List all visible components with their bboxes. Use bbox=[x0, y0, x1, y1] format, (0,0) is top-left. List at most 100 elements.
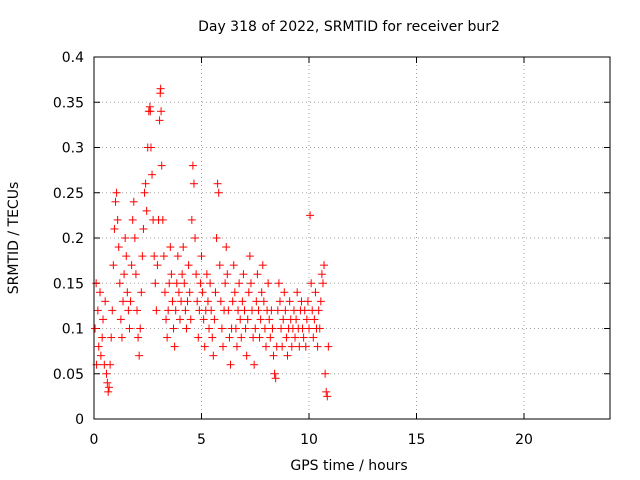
data-point bbox=[279, 315, 288, 324]
data-point bbox=[313, 342, 322, 351]
data-point bbox=[274, 279, 283, 288]
data-point bbox=[203, 297, 212, 306]
data-point bbox=[321, 369, 330, 378]
data-point bbox=[193, 297, 202, 306]
data-point bbox=[236, 315, 245, 324]
data-point bbox=[159, 252, 168, 261]
data-point bbox=[112, 188, 121, 197]
data-point bbox=[320, 261, 329, 270]
axis-ticks: 0 0.05 0.1 0.15 0.2 0.25 0.3 0.35 0.4 0 5 10 15 20 bbox=[53, 50, 610, 448]
data-point bbox=[107, 333, 116, 342]
x-axis-label: GPS time / hours bbox=[290, 458, 407, 474]
data-point bbox=[232, 342, 241, 351]
data-point bbox=[91, 324, 100, 333]
data-point bbox=[239, 270, 248, 279]
data-point bbox=[213, 179, 222, 188]
data-point bbox=[93, 306, 102, 315]
data-point bbox=[181, 306, 190, 315]
data-point bbox=[146, 143, 155, 152]
data-point bbox=[202, 270, 211, 279]
data-point bbox=[252, 297, 261, 306]
data-point bbox=[172, 279, 181, 288]
data-point bbox=[306, 211, 315, 220]
data-point bbox=[163, 333, 172, 342]
data-point bbox=[158, 215, 167, 224]
data-point bbox=[124, 306, 133, 315]
y-tick-label: 0.15 bbox=[53, 276, 84, 292]
data-point bbox=[309, 333, 318, 342]
data-point bbox=[122, 252, 131, 261]
plot-frame bbox=[93, 56, 611, 420]
data-point bbox=[103, 378, 112, 387]
data-point bbox=[262, 342, 270, 351]
data-point bbox=[314, 306, 323, 315]
data-point bbox=[210, 315, 219, 324]
data-point bbox=[125, 324, 134, 333]
data-point bbox=[264, 279, 273, 288]
data-point bbox=[171, 306, 180, 315]
data-point bbox=[99, 315, 108, 324]
data-point bbox=[302, 315, 311, 324]
data-point bbox=[155, 116, 164, 125]
data-point bbox=[266, 333, 275, 342]
data-point bbox=[127, 261, 136, 270]
data-point bbox=[150, 252, 159, 261]
data-point bbox=[311, 288, 320, 297]
data-point bbox=[153, 261, 162, 270]
data-point bbox=[116, 315, 125, 324]
data-point bbox=[188, 161, 197, 170]
data-point bbox=[194, 333, 203, 342]
data-point bbox=[192, 270, 201, 279]
data-point bbox=[215, 261, 224, 270]
data-point bbox=[169, 324, 178, 333]
data-point bbox=[255, 333, 264, 342]
data-point bbox=[214, 188, 223, 197]
data-point bbox=[323, 392, 332, 401]
data-point bbox=[109, 261, 118, 270]
data-point bbox=[110, 224, 119, 233]
data-point bbox=[102, 369, 111, 378]
data-point bbox=[174, 288, 183, 297]
data-point bbox=[114, 243, 123, 252]
y-tick-label: 0 bbox=[75, 412, 84, 428]
data-point bbox=[305, 324, 313, 333]
data-point bbox=[98, 333, 107, 342]
data-point bbox=[183, 297, 192, 306]
data-point bbox=[256, 315, 265, 324]
data-point bbox=[185, 288, 194, 297]
data-point bbox=[307, 279, 316, 288]
data-point bbox=[142, 206, 151, 215]
data-point bbox=[259, 297, 268, 306]
data-point bbox=[115, 279, 124, 288]
data-point bbox=[138, 252, 147, 261]
data-point bbox=[318, 279, 327, 288]
y-tick-label: 0.05 bbox=[53, 367, 84, 383]
data-point bbox=[131, 270, 140, 279]
data-point bbox=[167, 270, 176, 279]
data-point bbox=[243, 315, 252, 324]
y-tick-label: 0.35 bbox=[53, 95, 84, 111]
y-axis-label: SRMTID / TECUs bbox=[6, 182, 22, 295]
data-point bbox=[241, 324, 250, 333]
data-point bbox=[176, 315, 184, 324]
data-point bbox=[299, 333, 308, 342]
data-point bbox=[157, 107, 166, 116]
data-point bbox=[229, 261, 238, 270]
data-point bbox=[225, 333, 234, 342]
data-point bbox=[212, 234, 221, 242]
data-point bbox=[228, 297, 237, 306]
data-point bbox=[101, 297, 110, 306]
data-point bbox=[111, 197, 120, 206]
data-point bbox=[254, 306, 263, 315]
data-point bbox=[211, 288, 220, 297]
data-point bbox=[106, 360, 115, 369]
data-point bbox=[253, 270, 262, 279]
data-point bbox=[269, 351, 278, 360]
data-points bbox=[91, 84, 333, 401]
data-point bbox=[164, 306, 173, 315]
data-point bbox=[92, 279, 101, 288]
data-point bbox=[238, 297, 247, 306]
data-point bbox=[316, 297, 325, 306]
data-point bbox=[178, 270, 187, 279]
data-point bbox=[151, 279, 160, 288]
